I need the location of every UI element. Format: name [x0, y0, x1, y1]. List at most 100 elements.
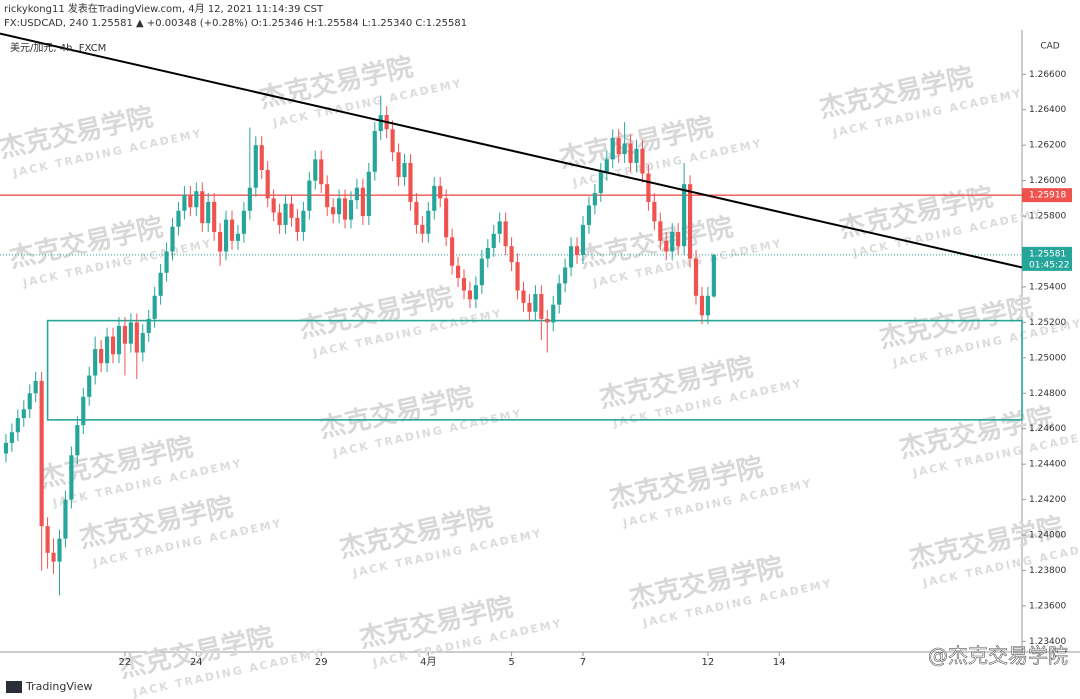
x-tick-label: 24	[190, 657, 203, 668]
candle-body	[348, 200, 354, 220]
candle-body	[21, 409, 26, 419]
candle-body	[301, 210, 306, 233]
candle-body	[146, 318, 151, 334]
candle-body	[378, 115, 383, 132]
candle-body	[509, 246, 514, 263]
candle-body	[533, 294, 538, 312]
candle-body	[664, 240, 669, 252]
candle-body	[75, 425, 80, 456]
candle-body	[283, 203, 288, 225]
candle-body	[646, 173, 651, 202]
y-tick-label: 1.24600	[1029, 424, 1066, 434]
candle-body	[342, 198, 348, 220]
candle-body	[372, 131, 377, 172]
candle-body	[634, 148, 639, 163]
candle-body	[122, 325, 128, 344]
candle-body	[182, 194, 187, 211]
candle-body	[319, 159, 324, 185]
candle-body	[580, 224, 586, 256]
candle-body	[622, 143, 627, 155]
candle-body	[461, 278, 467, 291]
candle-body	[140, 333, 145, 353]
y-tick-label: 1.25200	[1029, 318, 1066, 328]
candle-body	[176, 210, 181, 227]
plot-area	[0, 32, 1023, 596]
candle-body	[598, 171, 603, 194]
candle-body	[313, 159, 318, 181]
candle-body	[604, 159, 609, 172]
candle-body	[158, 272, 163, 296]
candle-body	[521, 290, 526, 303]
y-tick-label: 1.26400	[1029, 105, 1066, 115]
candle-body	[432, 185, 437, 211]
candle-body	[271, 198, 276, 213]
candle-body	[515, 262, 520, 291]
candle-body	[99, 348, 104, 364]
candle-body	[39, 380, 44, 527]
candle-body	[212, 201, 217, 233]
candle-body	[628, 143, 633, 163]
candle-body	[27, 393, 32, 410]
candle-body	[235, 233, 241, 241]
candle-body	[218, 232, 223, 252]
candle-body	[545, 318, 550, 323]
x-tick-label: 29	[315, 657, 328, 668]
last-price-box	[1022, 246, 1072, 271]
currency: CAD	[1040, 42, 1059, 52]
candle-body	[640, 148, 645, 174]
candle-body	[200, 191, 205, 224]
header: rickykong11 发表在TradingView.com, 4月 12, 2…	[4, 2, 324, 15]
candle-body	[557, 283, 562, 305]
candle-body	[574, 246, 580, 256]
candle-body	[354, 187, 360, 201]
candle-body	[110, 336, 116, 355]
y-tick-label: 1.26600	[1029, 70, 1066, 80]
candle-body	[467, 290, 473, 300]
candle-body	[277, 212, 282, 225]
x-tick-label: 22	[119, 657, 132, 668]
candle-body	[188, 194, 193, 208]
candle-body	[164, 251, 169, 273]
last-price-label: 1.25581	[1029, 249, 1066, 259]
signature: @杰克交易学院	[928, 644, 1068, 668]
y-tick-label: 1.25800	[1029, 212, 1066, 222]
candle-body	[705, 295, 710, 316]
candle-body	[616, 138, 621, 155]
candle-body	[670, 232, 675, 252]
candle-body	[259, 145, 264, 170]
x-tick-label: 4月	[420, 656, 436, 668]
brand-logo	[6, 681, 22, 693]
candle-body	[682, 184, 687, 247]
candle-body	[652, 201, 657, 222]
candle-body	[551, 304, 556, 323]
candle-body	[420, 224, 425, 234]
candle-body	[479, 258, 484, 286]
candle-body	[57, 538, 62, 562]
candle-body	[247, 187, 252, 211]
y-tick-label: 1.23600	[1029, 601, 1066, 611]
candle-body	[693, 258, 699, 296]
candle-body	[104, 336, 110, 364]
candle-body	[241, 210, 246, 234]
candle-body	[396, 152, 401, 178]
candle-body	[450, 237, 455, 266]
countdown: 01:45:22	[1029, 260, 1069, 270]
candle-body	[414, 201, 419, 225]
candle-body	[81, 396, 86, 426]
candle-body	[426, 210, 431, 234]
trendline	[0, 32, 1023, 269]
candle-body	[336, 198, 342, 215]
candle-body	[128, 322, 133, 344]
candle-body	[563, 267, 568, 284]
candle-body	[569, 246, 574, 268]
candle-body	[444, 198, 449, 238]
x-tick-label: 5	[508, 657, 514, 668]
candle-body	[331, 207, 336, 215]
candle-body	[45, 526, 50, 553]
candle-body	[390, 129, 395, 153]
y-tick-label: 1.26000	[1029, 176, 1066, 186]
y-tick-label: 1.23800	[1029, 566, 1066, 576]
